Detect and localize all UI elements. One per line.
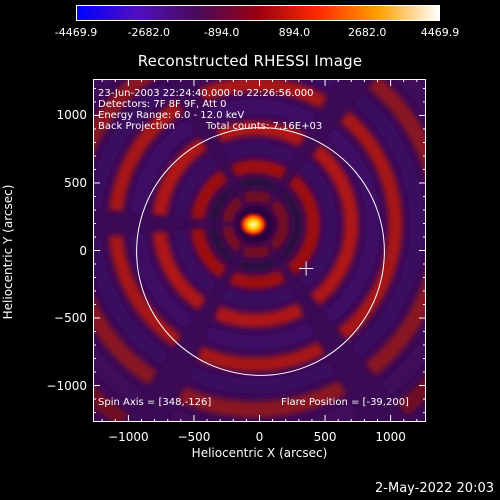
energy-range-label: Energy Range: 6.0 - 12.0 keV [98, 110, 245, 121]
fringe-ring [130, 99, 381, 350]
y-axis-label: Heliocentric Y (arcsec) [1, 184, 15, 320]
flare-position-label: Flare Position = [-39,200] [281, 397, 409, 408]
fringe-ring [94, 80, 425, 418]
fringe-ring [152, 121, 359, 328]
time-range-label: 23-Jun-2003 22:24:40.000 to 22:26:56.000 [98, 88, 314, 99]
colorbar [76, 5, 440, 21]
reconstructed-image-layer [94, 80, 425, 421]
y-tick-label: −500 [54, 311, 87, 326]
generation-date: 2-May-2022 20:03 [375, 481, 494, 496]
total-counts-label: Total counts: 7.16E+03 [206, 121, 323, 132]
y-tick-label: 500 [64, 175, 87, 190]
fringe-ring [208, 177, 303, 272]
colorbar-tick-label: -894.0 [203, 26, 240, 39]
rhessi-image [94, 80, 425, 421]
y-tick-label: 1000 [56, 108, 87, 123]
spin-axis-crosshair [299, 261, 314, 276]
x-tick-label: 500 [313, 430, 337, 444]
colorbar-tick-label: 2682.0 [347, 26, 387, 39]
x-tick-label: 1000 [375, 430, 406, 444]
colorbar-tick-label: -2682.0 [127, 26, 171, 39]
fringe-ring [222, 191, 289, 258]
flare-source [238, 211, 269, 238]
spin-axis-label: Spin Axis = [348,-126] [98, 397, 212, 408]
y-tick-label: 0 [79, 243, 87, 258]
fringe-ring [190, 159, 320, 289]
detectors-label: Detectors: 7F 8F 9F, Att 0 [98, 99, 227, 110]
x-axis-label: Heliocentric X (arcsec) [191, 446, 328, 460]
x-tick-label: 0 [255, 430, 264, 444]
image-plot-area: 23-Jun-2003 22:24:40.000 to 22:26:56.000… [93, 79, 426, 422]
x-tick-label: −1000 [108, 430, 149, 444]
x-tick-label: −500 [177, 430, 211, 444]
plot-title: Reconstructed RHESSI Image [137, 52, 363, 70]
fringe-ring [173, 142, 338, 307]
solar-limb-circle [136, 127, 385, 376]
colorbar-tick-label: 894.0 [278, 26, 311, 39]
fringe-ring [108, 80, 403, 372]
colorbar-tick-label: -4469.9 [54, 26, 98, 39]
method-label: Back Projection [98, 121, 175, 132]
colorbar-tick-label: 4469.9 [420, 26, 460, 39]
y-tick-label: −1000 [46, 378, 87, 393]
fringe-ring [94, 80, 425, 394]
